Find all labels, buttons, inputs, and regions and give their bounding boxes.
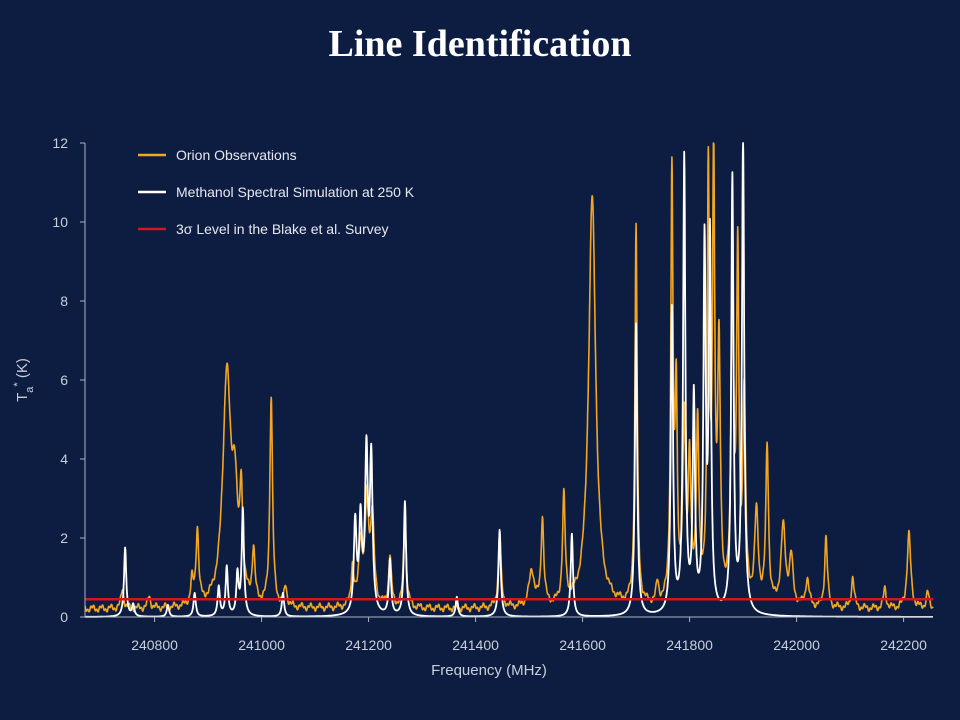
x-axis-title: Frequency (MHz) xyxy=(431,662,547,679)
slide-title: Line Identification xyxy=(328,23,632,65)
y-tick-label: 8 xyxy=(60,293,68,309)
legend-item-3sigma-label: 3σ Level in the Blake et al. Survey xyxy=(176,221,389,237)
y-tick-label: 6 xyxy=(60,372,68,388)
y-tick-label: 0 xyxy=(60,609,68,625)
y-tick-label: 4 xyxy=(60,451,68,467)
plot-area xyxy=(84,142,934,618)
x-tick-label: 241000 xyxy=(238,637,285,653)
x-tick-label: 241400 xyxy=(452,637,499,653)
x-tick-label: 242200 xyxy=(880,637,927,653)
x-tick-label: 241200 xyxy=(345,637,392,653)
y-tick-label: 2 xyxy=(60,530,68,546)
x-tick-label: 240800 xyxy=(131,637,178,653)
legend: Orion Observations Methanol Spectral Simu… xyxy=(138,147,415,237)
x-tick-label: 241800 xyxy=(666,637,713,653)
legend-item-methanol-label: Methanol Spectral Simulation at 250 K xyxy=(176,184,415,200)
series-line-methanol xyxy=(84,142,934,618)
y-axis-title-unit: (K) xyxy=(14,358,31,382)
axes: 240800 241000 241200 241400 241600 241800 2420… xyxy=(52,135,933,653)
y-axis-title: Ta* (K) xyxy=(12,358,36,402)
x-tick-label: 242000 xyxy=(773,637,820,653)
y-axis-title-sub: a xyxy=(24,386,36,393)
series-line-orion xyxy=(84,142,934,613)
y-tick-label: 12 xyxy=(52,135,68,151)
x-tick-label: 241600 xyxy=(559,637,606,653)
y-axis-title-sup: * xyxy=(12,382,24,387)
legend-item-orion-label: Orion Observations xyxy=(176,147,297,163)
y-tick-label: 10 xyxy=(52,214,68,230)
y-axis-title-main: T xyxy=(14,393,31,402)
